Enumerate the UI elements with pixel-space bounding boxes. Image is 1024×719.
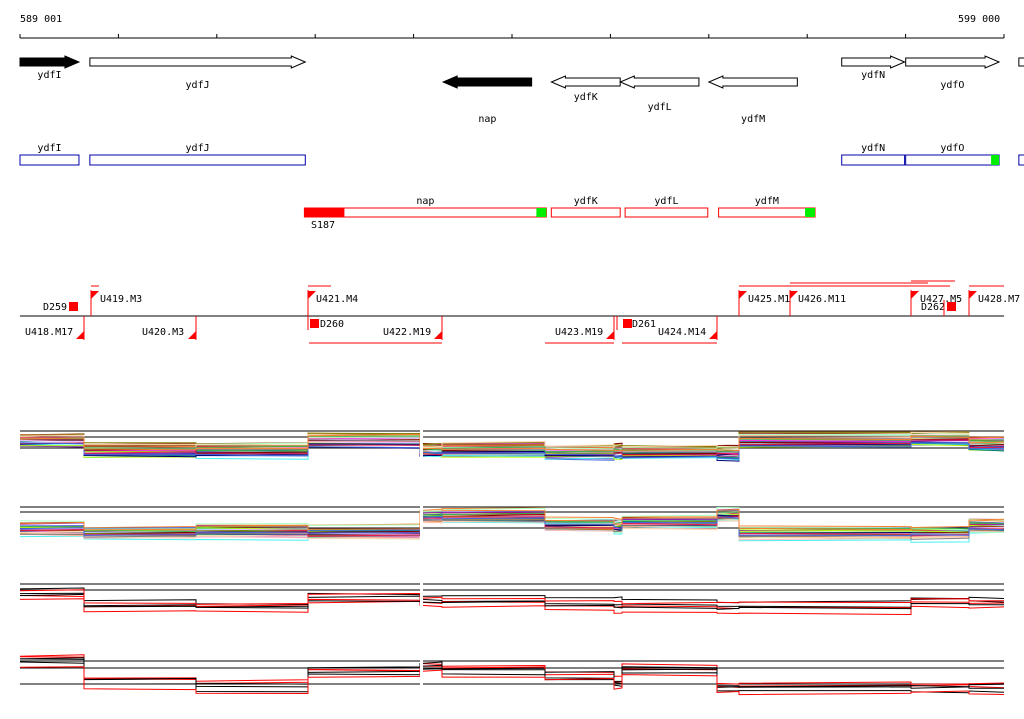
segment-marker-d259 [69, 302, 78, 311]
segment-track: D259 U419.M3 U421.M4 U425.M1 U426.M11 U4… [20, 280, 1020, 344]
expression-trace-line [19, 442, 1005, 460]
gene-label-ydfI: ydfI [37, 70, 61, 81]
segment-flag [739, 291, 747, 299]
gene-arrow-ydfI [19, 55, 81, 69]
red-box-ydfM [718, 207, 816, 218]
red-box-green-mark [805, 208, 816, 217]
segment-flag [606, 331, 614, 339]
gene-arrow-ydfL [619, 75, 700, 89]
segment-marker-d262 [947, 302, 956, 311]
segment-label-d262: D262 [921, 302, 945, 313]
segment-label-u425: U425.M1 [748, 294, 790, 305]
ruler-start-label: 589 001 [20, 14, 62, 25]
expression-trace-line [19, 593, 1004, 610]
segment-label-u421: U421.M4 [316, 294, 358, 305]
s187-label: S187 [311, 220, 335, 231]
gene-arrow-nap [441, 75, 533, 89]
red-box-ydfL [624, 207, 709, 218]
blue-box-ydfN [841, 154, 906, 166]
segment-label-d261: D261 [632, 319, 656, 330]
segment-flag [911, 291, 919, 299]
red-box-label-nap: nap [416, 196, 434, 207]
segment-marker-d261 [623, 319, 632, 328]
expression-trace-line [19, 518, 1005, 540]
segment-flag [188, 331, 196, 339]
blue-feature-track: ydfIydfJydfNydfOydfPydfQ [19, 143, 1024, 166]
red-box-label-ydfK: ydfK [574, 196, 598, 207]
segment-flag [91, 291, 99, 299]
red-feature-track: S187 nap ydfK ydfL ydfM [303, 196, 816, 231]
gene-arrow-ydfM [707, 75, 798, 89]
gene-arrow-track: ydfIydfJnapydfKydfLydfMydfNydfOydfPydfQ [19, 55, 1024, 125]
blue-box-label-ydfI: ydfI [37, 143, 61, 154]
gene-label-ydfK: ydfK [574, 92, 598, 103]
segment-label-u418: U418.M17 [25, 327, 73, 338]
ruler-end-label: 599 000 [958, 14, 1000, 25]
red-box-ydfK [550, 207, 621, 218]
blue-box-ydfO [905, 154, 1000, 166]
segment-flag [969, 291, 977, 299]
segment-flag [790, 291, 798, 299]
segment-label-u419: U419.M3 [100, 294, 142, 305]
expression-trace-line [19, 519, 1005, 541]
expression-trace-line [19, 511, 1005, 533]
expression-trace-line [19, 441, 1005, 458]
segment-label-u422: U422.M19 [383, 327, 431, 338]
expression-trace-line [19, 516, 1005, 536]
segment-marker-d260 [310, 319, 319, 328]
segment-label-d260: D260 [320, 319, 344, 330]
red-box-green-mark [536, 208, 547, 217]
expression-trace-line [19, 431, 1005, 451]
gene-label-ydfO: ydfO [940, 80, 964, 91]
expression-trace-line [19, 658, 1005, 689]
gene-label-ydfN: ydfN [861, 70, 885, 81]
gene-label-nap: nap [478, 114, 496, 125]
segment-label-u424: U424.M14 [658, 327, 706, 338]
gene-label-ydfJ: ydfJ [186, 80, 210, 91]
expression-trace-line [19, 589, 1005, 605]
expression-trace-line [19, 666, 1005, 696]
expression-traces [19, 420, 1005, 710]
gene-label-ydfM: ydfM [741, 114, 765, 125]
expression-trace-line [19, 435, 1005, 453]
expression-trace-line [19, 592, 1005, 608]
gene-arrow-ydfN [841, 55, 906, 69]
expression-trace-line [19, 432, 1005, 450]
blue-box-green-mark [991, 155, 1000, 165]
segment-flag [434, 331, 442, 339]
red-box-fill [304, 208, 345, 217]
gene-label-ydfL: ydfL [648, 102, 672, 113]
coordinate-ruler: 589 001 599 000 [19, 14, 1005, 39]
segment-label-u420: U420.M3 [142, 327, 184, 338]
segment-label-u426: U426.M11 [798, 294, 846, 305]
gene-arrow-ydfO [905, 55, 1001, 69]
red-box-label-ydfL: ydfL [654, 196, 678, 207]
expression-trace-line [19, 598, 1005, 616]
trace-break [420, 420, 423, 710]
segment-label-u423: U423.M19 [555, 327, 603, 338]
blue-box-label-ydfO: ydfO [940, 143, 964, 154]
expression-trace-line [19, 433, 1005, 452]
blue-box-ydfP [1018, 154, 1024, 166]
segment-label-d259: D259 [43, 302, 67, 313]
segment-label-u427: U427.M5 [920, 294, 962, 305]
expression-trace-line [19, 657, 1005, 688]
gene-arrow-ydfK [550, 75, 621, 89]
red-box-label-ydfM: ydfM [755, 196, 779, 207]
segment-flag [709, 331, 717, 339]
blue-box-ydfJ [89, 154, 306, 166]
blue-box-label-ydfN: ydfN [861, 143, 885, 154]
segment-label-u428: U428.M7 [978, 294, 1020, 305]
gene-arrow-ydfP [1018, 57, 1024, 67]
segment-flag [76, 331, 84, 339]
expression-trace-line [19, 508, 1005, 531]
blue-box-label-ydfJ: ydfJ [186, 143, 210, 154]
gene-arrow-ydfJ [89, 55, 307, 69]
blue-box-ydfI [19, 154, 80, 166]
segment-flag [308, 291, 316, 299]
